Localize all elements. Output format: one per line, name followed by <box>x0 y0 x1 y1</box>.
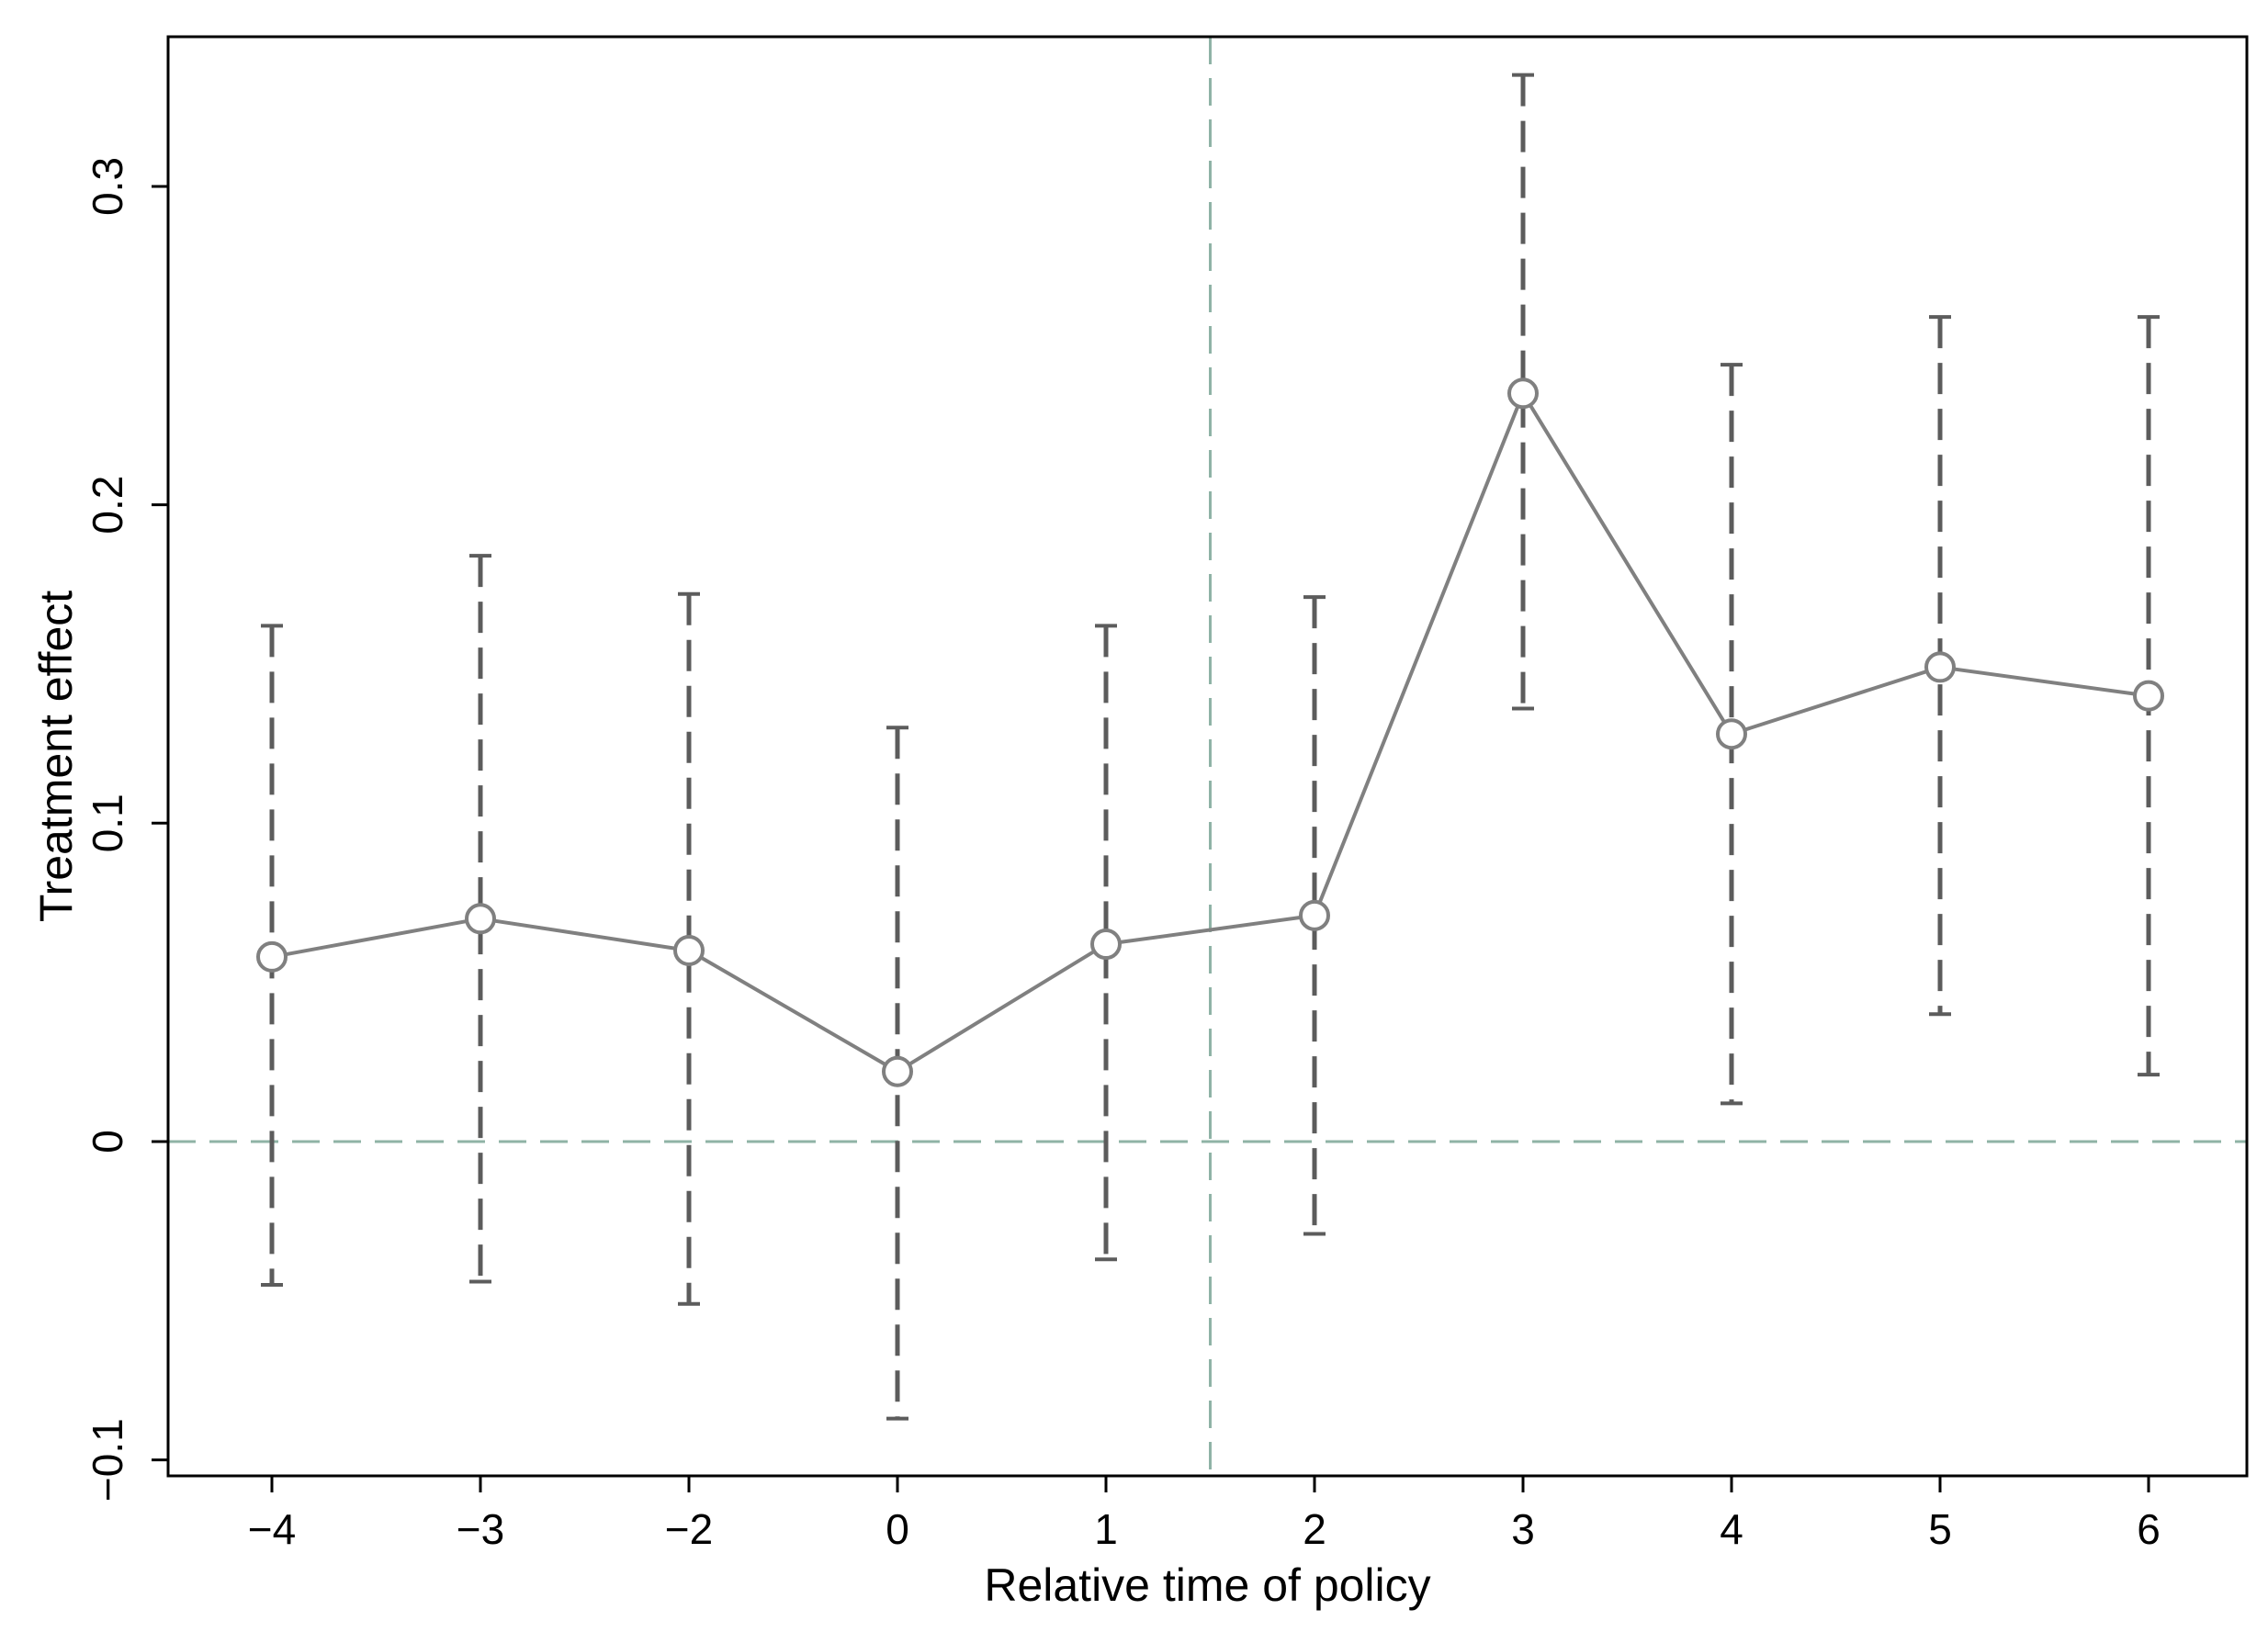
data-point <box>1507 377 1539 410</box>
axes <box>166 35 2249 1478</box>
y-tick-label: 0 <box>84 1130 131 1154</box>
data-point <box>1924 651 1956 683</box>
x-tick-label: 4 <box>1720 1505 1743 1553</box>
x-tick-label: 0 <box>886 1505 909 1553</box>
x-tick-label: 3 <box>1511 1505 1535 1553</box>
data-point <box>2133 680 2164 712</box>
ci-bar <box>678 591 700 1306</box>
x-tick-label: 2 <box>1303 1505 1326 1553</box>
data-point <box>882 1055 913 1087</box>
x-axis-ticks: −4 −3 −2 0 1 2 3 4 5 6 <box>248 1476 2161 1553</box>
x-axis-title: Relative time of policy <box>984 1559 1430 1611</box>
treatment-effect-series <box>271 391 2150 1074</box>
ci-bar <box>1303 595 1326 1236</box>
ci-bar <box>469 554 491 1284</box>
series-line <box>271 391 2150 1074</box>
x-tick-label: 6 <box>2137 1505 2161 1553</box>
reference-lines <box>168 37 2247 1476</box>
x-tick-label: 1 <box>1094 1505 1118 1553</box>
y-tick-label: −0.1 <box>84 1418 131 1502</box>
data-point <box>673 934 705 966</box>
data-point <box>465 903 496 935</box>
y-axis-title: Treatment effect <box>30 591 82 922</box>
y-tick-label: 0.2 <box>84 476 131 535</box>
point-estimates <box>256 377 2164 1087</box>
x-tick-label: 5 <box>1928 1505 1952 1553</box>
data-point <box>256 940 288 973</box>
data-point <box>1716 718 1747 750</box>
data-point <box>1299 899 1330 931</box>
y-tick-label: 0.3 <box>84 157 131 216</box>
data-point <box>1090 929 1122 961</box>
ci-bar <box>1512 73 1534 711</box>
plot-frame <box>166 35 2249 1478</box>
ci-bar <box>1095 624 1117 1262</box>
y-axis-ticks: −0.1 0 0.1 0.2 0.3 <box>84 157 168 1502</box>
x-tick-label: −3 <box>457 1505 504 1553</box>
x-tick-label: −2 <box>665 1505 713 1553</box>
x-tick-label: −4 <box>248 1505 296 1553</box>
y-tick-label: 0.1 <box>84 793 131 852</box>
